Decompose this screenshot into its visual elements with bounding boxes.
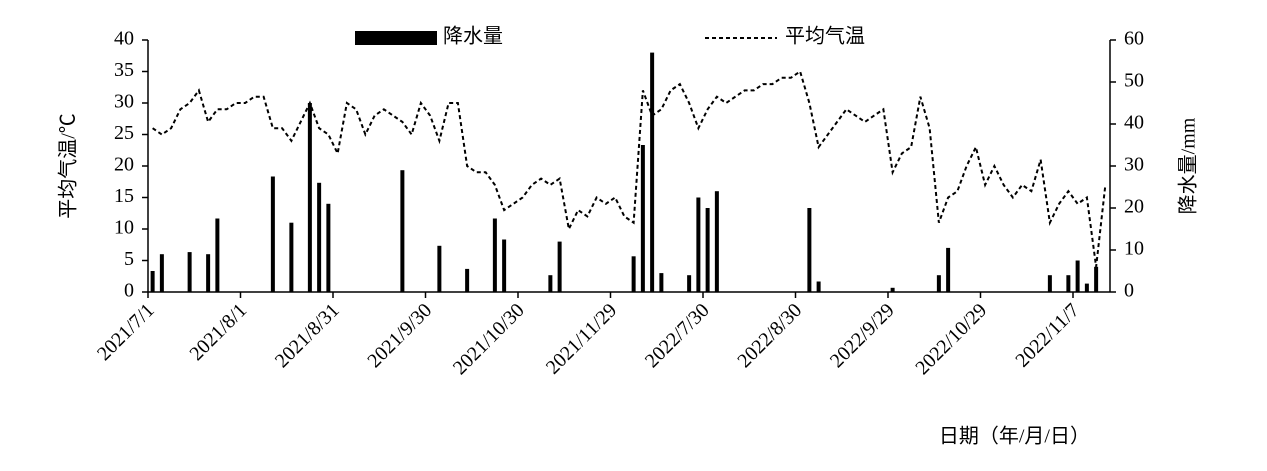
bar <box>640 145 645 292</box>
bar <box>890 287 895 292</box>
bar <box>289 222 294 292</box>
bar <box>437 245 442 292</box>
y-tick-label: 40 <box>114 28 134 50</box>
x-tick-label: 2022/10/29 <box>911 299 991 379</box>
bar <box>816 281 821 292</box>
x-axis-title: 日期（年/月/日） <box>939 425 1090 448</box>
bar <box>1047 275 1052 292</box>
bar <box>465 268 470 292</box>
bar <box>1084 283 1089 292</box>
legend-label: 平均气温 <box>785 25 865 48</box>
bar <box>650 52 655 292</box>
bar <box>714 191 719 292</box>
y-tick-label: 5 <box>124 248 134 270</box>
y-tick-label: 25 <box>114 122 134 144</box>
y2-axis-title: 降水量/mm <box>1177 117 1200 214</box>
legend-label: 降水量 <box>443 25 503 48</box>
x-tick-label: 2021/8/31 <box>271 299 344 372</box>
y-tick-label: 0 <box>124 280 134 302</box>
x-tick-label: 2021/9/30 <box>363 299 436 372</box>
bar <box>1075 260 1080 292</box>
bar <box>187 252 192 292</box>
y-tick-label: 20 <box>114 154 134 176</box>
bar <box>317 182 322 292</box>
bar <box>307 103 312 292</box>
x-tick-label: 2021/8/1 <box>185 299 251 365</box>
bar <box>807 208 812 292</box>
y-tick-label: 15 <box>114 185 134 207</box>
x-tick-label: 2022/7/30 <box>641 299 714 372</box>
x-tick-label: 2021/10/30 <box>449 299 529 379</box>
x-tick-label: 2021/11/29 <box>542 299 621 378</box>
bar <box>936 275 941 292</box>
bar <box>687 275 692 292</box>
bar <box>1066 275 1071 292</box>
bar <box>270 176 275 292</box>
bar <box>326 203 331 292</box>
bar <box>215 218 220 292</box>
y2-tick-label: 0 <box>1124 280 1134 302</box>
bar <box>696 197 701 292</box>
y2-tick-label: 50 <box>1124 70 1144 92</box>
x-tick-label: 2021/7/1 <box>93 299 159 365</box>
y2-tick-label: 60 <box>1124 28 1144 50</box>
bar <box>400 170 405 292</box>
bar <box>492 218 497 292</box>
y-axis-title: 平均气温/℃ <box>57 113 80 219</box>
y-tick-label: 30 <box>114 91 134 113</box>
bar <box>502 239 507 292</box>
bar <box>557 241 562 292</box>
x-tick-label: 2022/11/7 <box>1011 299 1083 371</box>
bar <box>659 273 664 292</box>
x-tick-label: 2022/9/29 <box>826 299 899 372</box>
x-tick-label: 2022/8/30 <box>733 299 806 372</box>
y2-tick-label: 20 <box>1124 196 1144 218</box>
bar <box>946 247 951 292</box>
bar <box>1094 266 1099 292</box>
bar <box>548 275 553 292</box>
y-tick-label: 35 <box>114 59 134 81</box>
y2-tick-label: 10 <box>1124 238 1144 260</box>
bar <box>206 254 211 292</box>
y-tick-label: 10 <box>114 217 134 239</box>
line <box>152 69 1107 267</box>
y2-tick-label: 30 <box>1124 154 1144 176</box>
bar <box>705 208 710 292</box>
bar <box>631 256 636 292</box>
y2-tick-label: 40 <box>1124 112 1144 134</box>
bar <box>150 271 155 292</box>
bar <box>159 254 164 292</box>
legend-swatch <box>355 31 437 45</box>
